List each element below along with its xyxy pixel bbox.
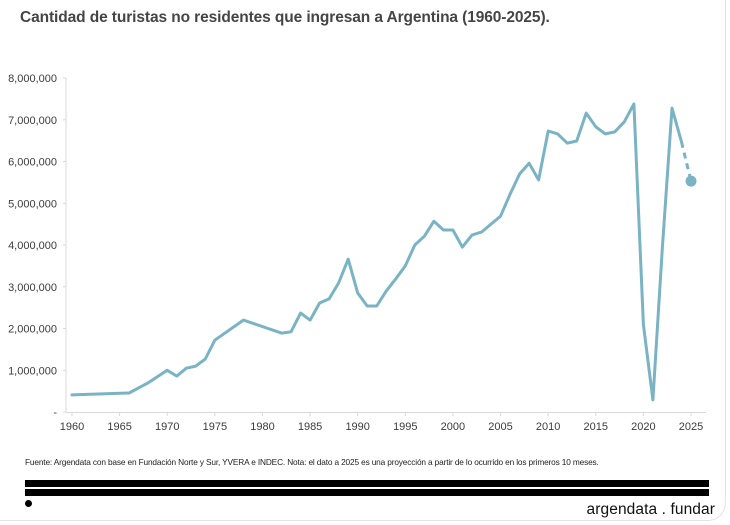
source-footnote: Fuente: Argendata con base en Fundación … bbox=[25, 457, 599, 467]
x-tick-label: 2015 bbox=[584, 421, 608, 433]
x-tick-label: 2010 bbox=[536, 421, 560, 433]
x-tick-label: 1975 bbox=[203, 421, 227, 433]
x-tick-label: 1995 bbox=[393, 421, 417, 433]
x-tick-label: 1970 bbox=[155, 421, 179, 433]
series-line bbox=[70, 102, 683, 402]
brand-bar-bottom bbox=[25, 489, 709, 496]
series-layer bbox=[70, 102, 697, 402]
y-axis: - 1,000,000 2,000,000 3,000,000 4,000,000 5,0… bbox=[8, 73, 67, 419]
brand-bar-top bbox=[25, 480, 709, 487]
x-tick-label: 1990 bbox=[345, 421, 369, 433]
projection-line bbox=[680, 141, 693, 182]
y-tick-label: 3,000,000 bbox=[8, 282, 57, 294]
brand-logo-text: argendata . fundar bbox=[586, 501, 715, 518]
x-tick-label: 1960 bbox=[60, 421, 84, 433]
chart-title: Cantidad de turistas no residentes que i… bbox=[20, 9, 550, 26]
x-tick-label: 2025 bbox=[679, 421, 703, 433]
y-tick-label: 5,000,000 bbox=[8, 198, 57, 210]
x-tick-label: 2005 bbox=[488, 421, 512, 433]
line-chart: - 1,000,000 2,000,000 3,000,000 4,000,000 5,0… bbox=[8, 73, 706, 433]
x-tick-label: 1985 bbox=[298, 421, 322, 433]
x-axis: 1960 1965 1970 1975 1980 1985 1990 1995 2000 2005… bbox=[60, 412, 706, 433]
y-tick-label: - bbox=[53, 407, 57, 419]
y-tick-label: 8,000,000 bbox=[8, 73, 57, 85]
x-tick-label: 1980 bbox=[250, 421, 274, 433]
x-tick-label: 2020 bbox=[631, 421, 655, 433]
x-tick-label: 1965 bbox=[107, 421, 131, 433]
y-tick-label: 4,000,000 bbox=[8, 240, 57, 252]
y-tick-label: 7,000,000 bbox=[8, 115, 57, 127]
brand-dot bbox=[25, 500, 32, 507]
y-tick-label: 1,000,000 bbox=[8, 365, 57, 377]
x-tick-label: 2000 bbox=[441, 421, 465, 433]
y-tick-label: 2,000,000 bbox=[8, 324, 57, 336]
y-tick-label: 6,000,000 bbox=[8, 157, 57, 169]
projection-end-marker bbox=[685, 175, 697, 187]
